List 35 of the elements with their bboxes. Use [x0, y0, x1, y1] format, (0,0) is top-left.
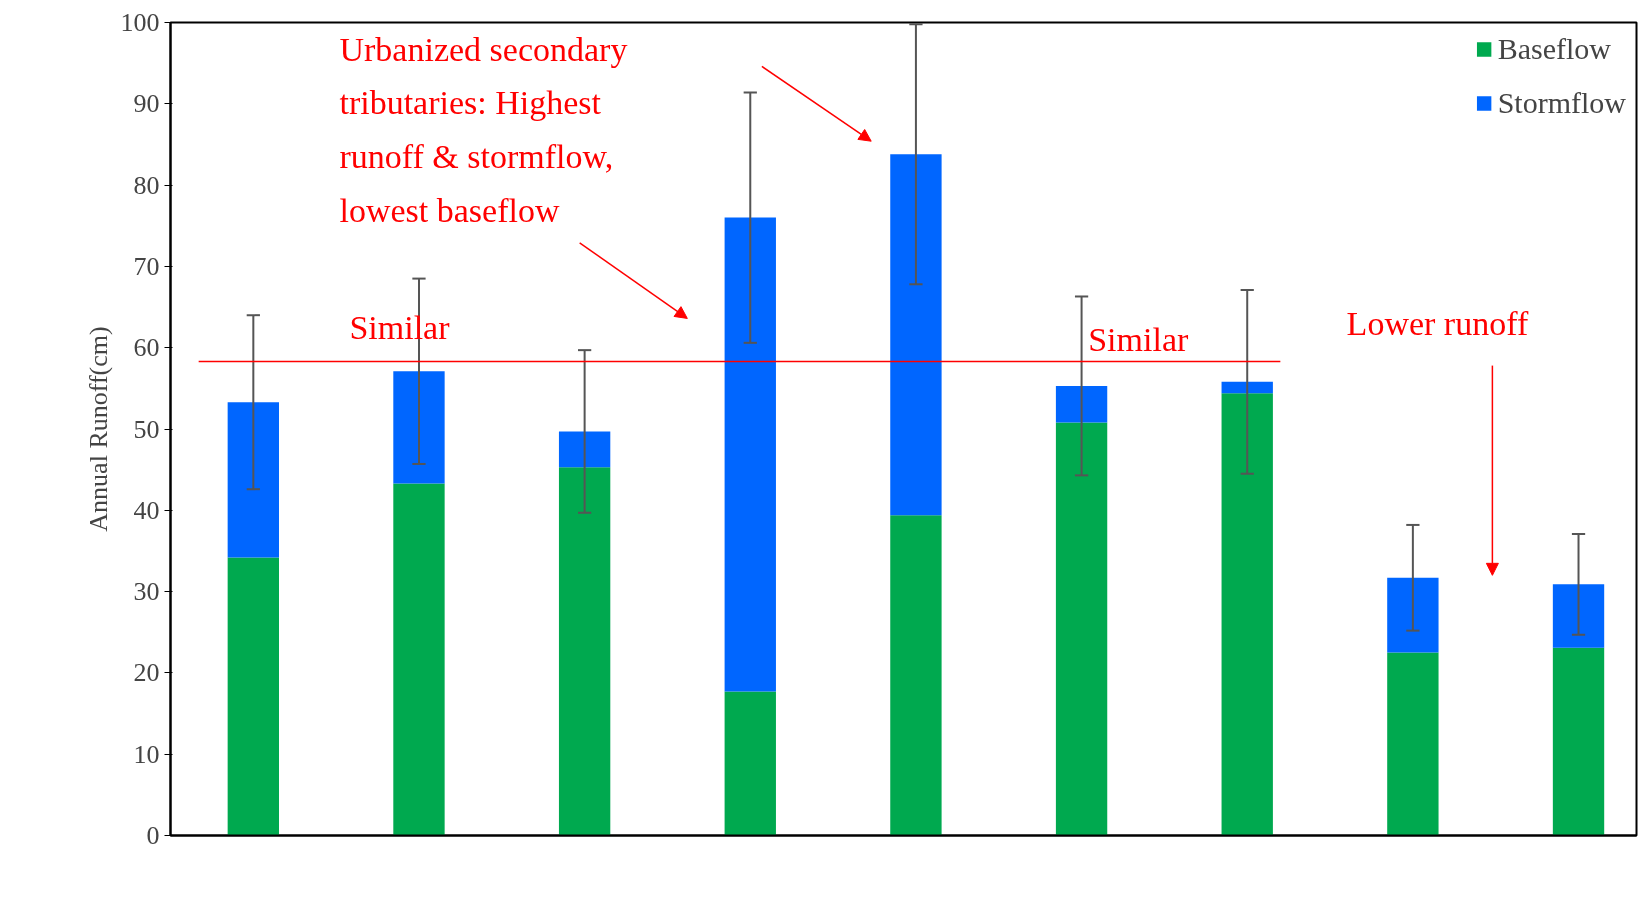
- legend-label: Baseflow: [1497, 32, 1611, 66]
- y-tick-label: 30: [133, 577, 160, 607]
- y-tick-label: 70: [133, 251, 160, 281]
- bar: [724, 691, 776, 836]
- legend-label: Stormflow: [1497, 86, 1626, 120]
- bar: [227, 557, 279, 836]
- bar: [393, 483, 445, 836]
- y-tick-label: 50: [133, 414, 160, 444]
- annotation: Similar: [1088, 321, 1189, 359]
- bar: [1221, 393, 1273, 836]
- bar: [393, 371, 445, 484]
- y-tick-label: 10: [133, 739, 160, 769]
- bar: [724, 217, 776, 692]
- bar: [1552, 647, 1605, 836]
- y-tick-label: 40: [133, 495, 160, 525]
- y-tick-label: 60: [133, 333, 160, 363]
- bar: [227, 402, 279, 558]
- bar: [558, 467, 611, 836]
- y-tick-label: 100: [120, 8, 160, 37]
- annotation: Lower runoff: [1346, 304, 1529, 342]
- bar: [1387, 652, 1439, 836]
- y-axis-title: Annual Runoff(cm): [83, 326, 113, 532]
- y-tick-label: 0: [146, 821, 160, 850]
- y-tick-label: 90: [133, 89, 160, 119]
- bar: [1387, 577, 1439, 653]
- bar: [1055, 385, 1108, 423]
- annotation: Urbanized secondary tributaries: Highest runoff & stormflow, lowest baseflow: [339, 30, 628, 229]
- bar: [1055, 422, 1108, 836]
- bar: [558, 431, 611, 468]
- bar: [890, 154, 942, 516]
- bar: [1552, 584, 1605, 648]
- bar: [1221, 381, 1273, 394]
- y-tick-label: 80: [133, 170, 160, 200]
- bar: [890, 515, 942, 836]
- y-tick-label: 20: [133, 658, 160, 688]
